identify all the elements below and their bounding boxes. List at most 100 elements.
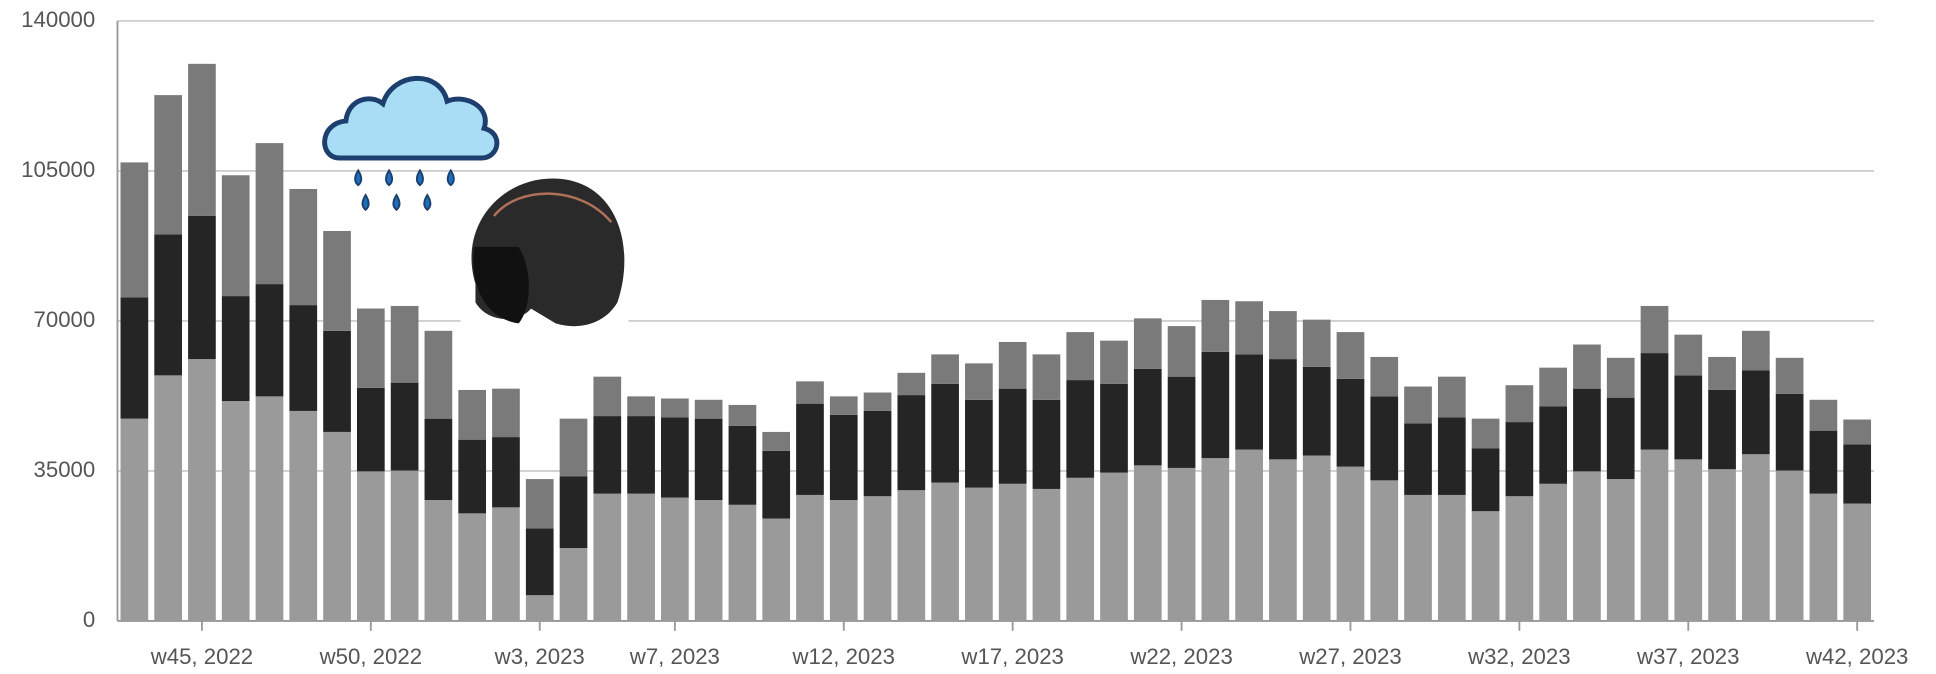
bar-segment xyxy=(1404,423,1432,495)
y-tick-label: 35000 xyxy=(34,457,96,482)
bar-segment xyxy=(627,396,655,417)
bar-segment xyxy=(998,388,1027,484)
bar-segment xyxy=(1269,459,1297,621)
bar-segment xyxy=(1775,393,1804,471)
bar-segment xyxy=(492,507,520,621)
bar-segment xyxy=(221,175,250,297)
bar-segment xyxy=(120,418,149,621)
bar-segment xyxy=(1370,396,1399,481)
bar-segment xyxy=(492,437,520,508)
bar-segment xyxy=(458,389,487,440)
bar-segment xyxy=(255,396,284,621)
bar-segment xyxy=(1809,430,1838,494)
bar-segment xyxy=(728,425,757,505)
bar-segment xyxy=(255,284,284,397)
bar-segment xyxy=(829,500,858,621)
bar-segment xyxy=(1100,340,1128,384)
bar-segment xyxy=(154,234,182,376)
bar-segment xyxy=(1741,454,1770,621)
bar-segment xyxy=(1167,467,1196,621)
bar-segment xyxy=(796,381,824,404)
bar-segment xyxy=(559,548,588,621)
bar-segment xyxy=(458,513,487,621)
bar-segment xyxy=(1269,311,1297,360)
x-tick-label: w37, 2023 xyxy=(1636,644,1739,669)
bar-segment xyxy=(188,215,216,360)
bar-segment xyxy=(998,341,1027,389)
bar-segment xyxy=(525,528,554,596)
bar-segment xyxy=(323,431,351,621)
bar-segment xyxy=(1133,465,1162,621)
bar-segment xyxy=(829,414,858,501)
bar-segment xyxy=(965,487,993,621)
bar-segment xyxy=(593,416,622,494)
bar-segment xyxy=(694,418,723,501)
bar-segment xyxy=(1809,399,1838,431)
y-tick-label: 105000 xyxy=(21,157,95,182)
bar-segment xyxy=(1708,356,1736,390)
bar-segment xyxy=(1539,367,1568,407)
bar-segment xyxy=(390,470,419,621)
bar-segment xyxy=(424,330,453,419)
x-tick-label: w12, 2023 xyxy=(792,644,895,669)
bar-segment xyxy=(424,500,453,621)
bar-segment xyxy=(289,305,318,411)
bar-segment xyxy=(1167,376,1196,468)
bar-segment xyxy=(762,518,791,621)
bar-segment xyxy=(627,493,655,621)
bar-segment xyxy=(897,372,926,396)
bar-segment xyxy=(661,497,689,621)
bar-segment xyxy=(1201,351,1230,459)
bar-segment xyxy=(1573,344,1601,389)
x-tick-label: w32, 2023 xyxy=(1467,644,1570,669)
x-tick-label: w17, 2023 xyxy=(960,644,1063,669)
bar-segment xyxy=(1674,334,1703,376)
bar-segment xyxy=(1539,483,1568,621)
bar-segment xyxy=(289,410,318,621)
bar-segment xyxy=(356,308,385,388)
x-tick-label: w27, 2023 xyxy=(1298,644,1401,669)
helmet-icon xyxy=(460,172,629,334)
bar-segment xyxy=(965,363,993,400)
bar-segment xyxy=(323,230,351,331)
bar-segment xyxy=(1336,378,1365,467)
bar-segment xyxy=(829,396,858,415)
bar-segment xyxy=(897,395,926,491)
bar-segment xyxy=(120,162,149,298)
bar-segment xyxy=(390,305,419,383)
rain-cloud-icon xyxy=(322,75,500,212)
bar-segment xyxy=(1032,354,1061,400)
bar-segment xyxy=(694,399,723,419)
bar-segment xyxy=(1741,330,1770,371)
bar-segment xyxy=(1032,488,1061,621)
bar-segment xyxy=(1674,375,1703,460)
bar-segment xyxy=(1336,332,1365,379)
bar-segment xyxy=(458,439,487,514)
bar-segment xyxy=(356,471,385,621)
bar-segment xyxy=(424,418,453,501)
bar-segment xyxy=(796,494,824,621)
bar-segment xyxy=(762,431,791,451)
bar-segment xyxy=(1370,480,1399,621)
bar-segment xyxy=(1032,399,1061,489)
bar-segment xyxy=(1573,471,1601,621)
bar-segment xyxy=(1302,455,1331,621)
bar-segment xyxy=(931,354,959,384)
bar-segment xyxy=(154,375,182,621)
bar-segment xyxy=(1336,466,1365,621)
bar-segment xyxy=(1302,366,1331,456)
bar-segment xyxy=(863,392,892,411)
bar-segment xyxy=(1708,469,1736,621)
bar-segment xyxy=(1235,449,1263,621)
y-tick-label: 70000 xyxy=(34,307,96,332)
bar-segment xyxy=(593,493,622,621)
bar-segment xyxy=(931,383,959,483)
bar-segment xyxy=(221,401,250,621)
bar-segment xyxy=(931,482,959,621)
bar-segment xyxy=(356,387,385,472)
bar-segment xyxy=(1471,418,1500,449)
bar-segment xyxy=(661,417,689,498)
bar-segment xyxy=(1133,368,1162,466)
x-tick-label: w50, 2022 xyxy=(319,644,422,669)
